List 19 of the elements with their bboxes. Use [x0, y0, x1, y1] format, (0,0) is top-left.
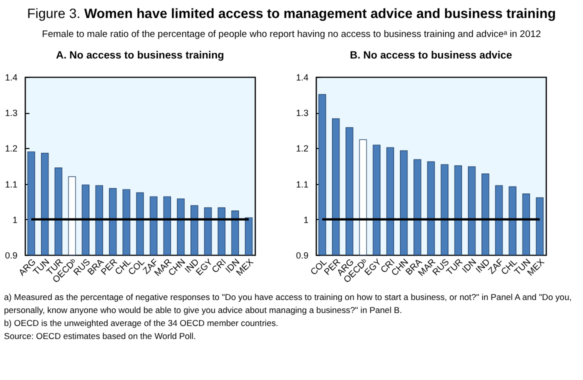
y-tick-label: 1.3 — [296, 108, 308, 118]
text: b) OECD is the unweighted average of the 34 OECD member countries. — [4, 317, 280, 330]
y-tick-label: 1.2 — [296, 144, 308, 154]
y-tick-label: 1.4 — [296, 72, 308, 82]
y-tick-label: 1 — [303, 214, 308, 225]
y-tick-label: 1 — [12, 214, 18, 225]
y-tick-label: 0.9 — [4, 250, 18, 260]
source-note: Source: OECD estimates based on the World Poll. — [4, 330, 197, 343]
y-tick-label: 1.1 — [4, 179, 18, 190]
chart-title: A. No access to business training — [56, 50, 224, 62]
y-tick-label: 0.9 — [296, 250, 308, 260]
text: Female to male ratio of the percentage of people who report having no access to business training and adviceᵃ in 2012 — [41, 29, 542, 40]
y-tick-label: 1.4 — [4, 72, 18, 82]
y-tick-label: 1.1 — [296, 179, 308, 190]
y-tick-label: 1.2 — [4, 144, 18, 154]
y-tick-label: 1.3 — [4, 108, 18, 118]
text: a) Measured as the percentage of negative responses to "Do you have access to training on how to start a business, or not?" in Panel A and "Do you, personally, know anyone who would be able to give you advice about managing a business?" in Panel B. — [4, 291, 573, 317]
chart-title: B. No access to business advice — [350, 50, 512, 62]
text: Figure 3. Women have limited access to management advice and business training — [27, 6, 556, 21]
